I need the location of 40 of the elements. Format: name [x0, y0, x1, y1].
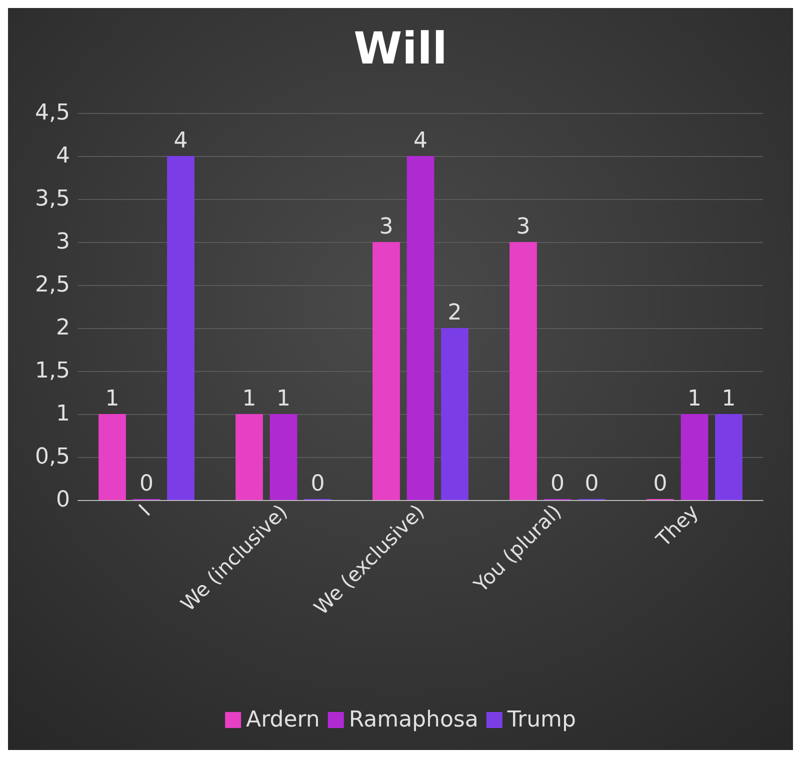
bar [510, 242, 537, 500]
data-label: 0 [653, 472, 668, 496]
bar [98, 414, 126, 500]
data-label: 4 [414, 128, 428, 154]
data-label: 0 [140, 472, 154, 496]
data-label: 1 [688, 386, 702, 412]
legend-label: Trump [506, 708, 576, 732]
y-tick-label: 1,5 [35, 358, 70, 384]
chart-title: Will [354, 24, 448, 74]
y-tick-label: 0,5 [35, 444, 70, 470]
data-label: 1 [242, 386, 256, 412]
y-tick-label: 2,5 [35, 272, 70, 298]
bar [236, 414, 263, 500]
legend-label: Ramaphosa [348, 708, 478, 732]
bar [167, 156, 194, 500]
y-tick-label: 2 [56, 316, 70, 340]
data-label: 0 [550, 472, 564, 496]
data-label: 2 [448, 300, 462, 326]
bar [406, 156, 434, 500]
y-tick-label: 4,5 [35, 100, 70, 126]
data-label: 1 [276, 386, 290, 412]
bar [680, 414, 708, 500]
y-tick-label: 3,5 [35, 186, 70, 212]
data-label: 4 [174, 128, 188, 154]
legend-label: Ardern [246, 708, 320, 732]
data-label: 0 [310, 472, 325, 496]
bar [270, 414, 298, 500]
bar [441, 328, 468, 500]
y-tick-label: 0 [56, 488, 70, 512]
x-tick-label: I [134, 500, 155, 521]
y-tick-label: 1 [56, 402, 70, 426]
y-tick-label: 4 [56, 144, 70, 168]
y-tick-label: 3 [56, 230, 70, 254]
bar [372, 242, 400, 500]
data-label: 0 [584, 472, 599, 496]
bar [715, 414, 742, 500]
data-label: 1 [722, 386, 736, 412]
data-label: 3 [379, 214, 394, 240]
data-label: 3 [516, 214, 530, 240]
data-label: 1 [105, 386, 120, 412]
